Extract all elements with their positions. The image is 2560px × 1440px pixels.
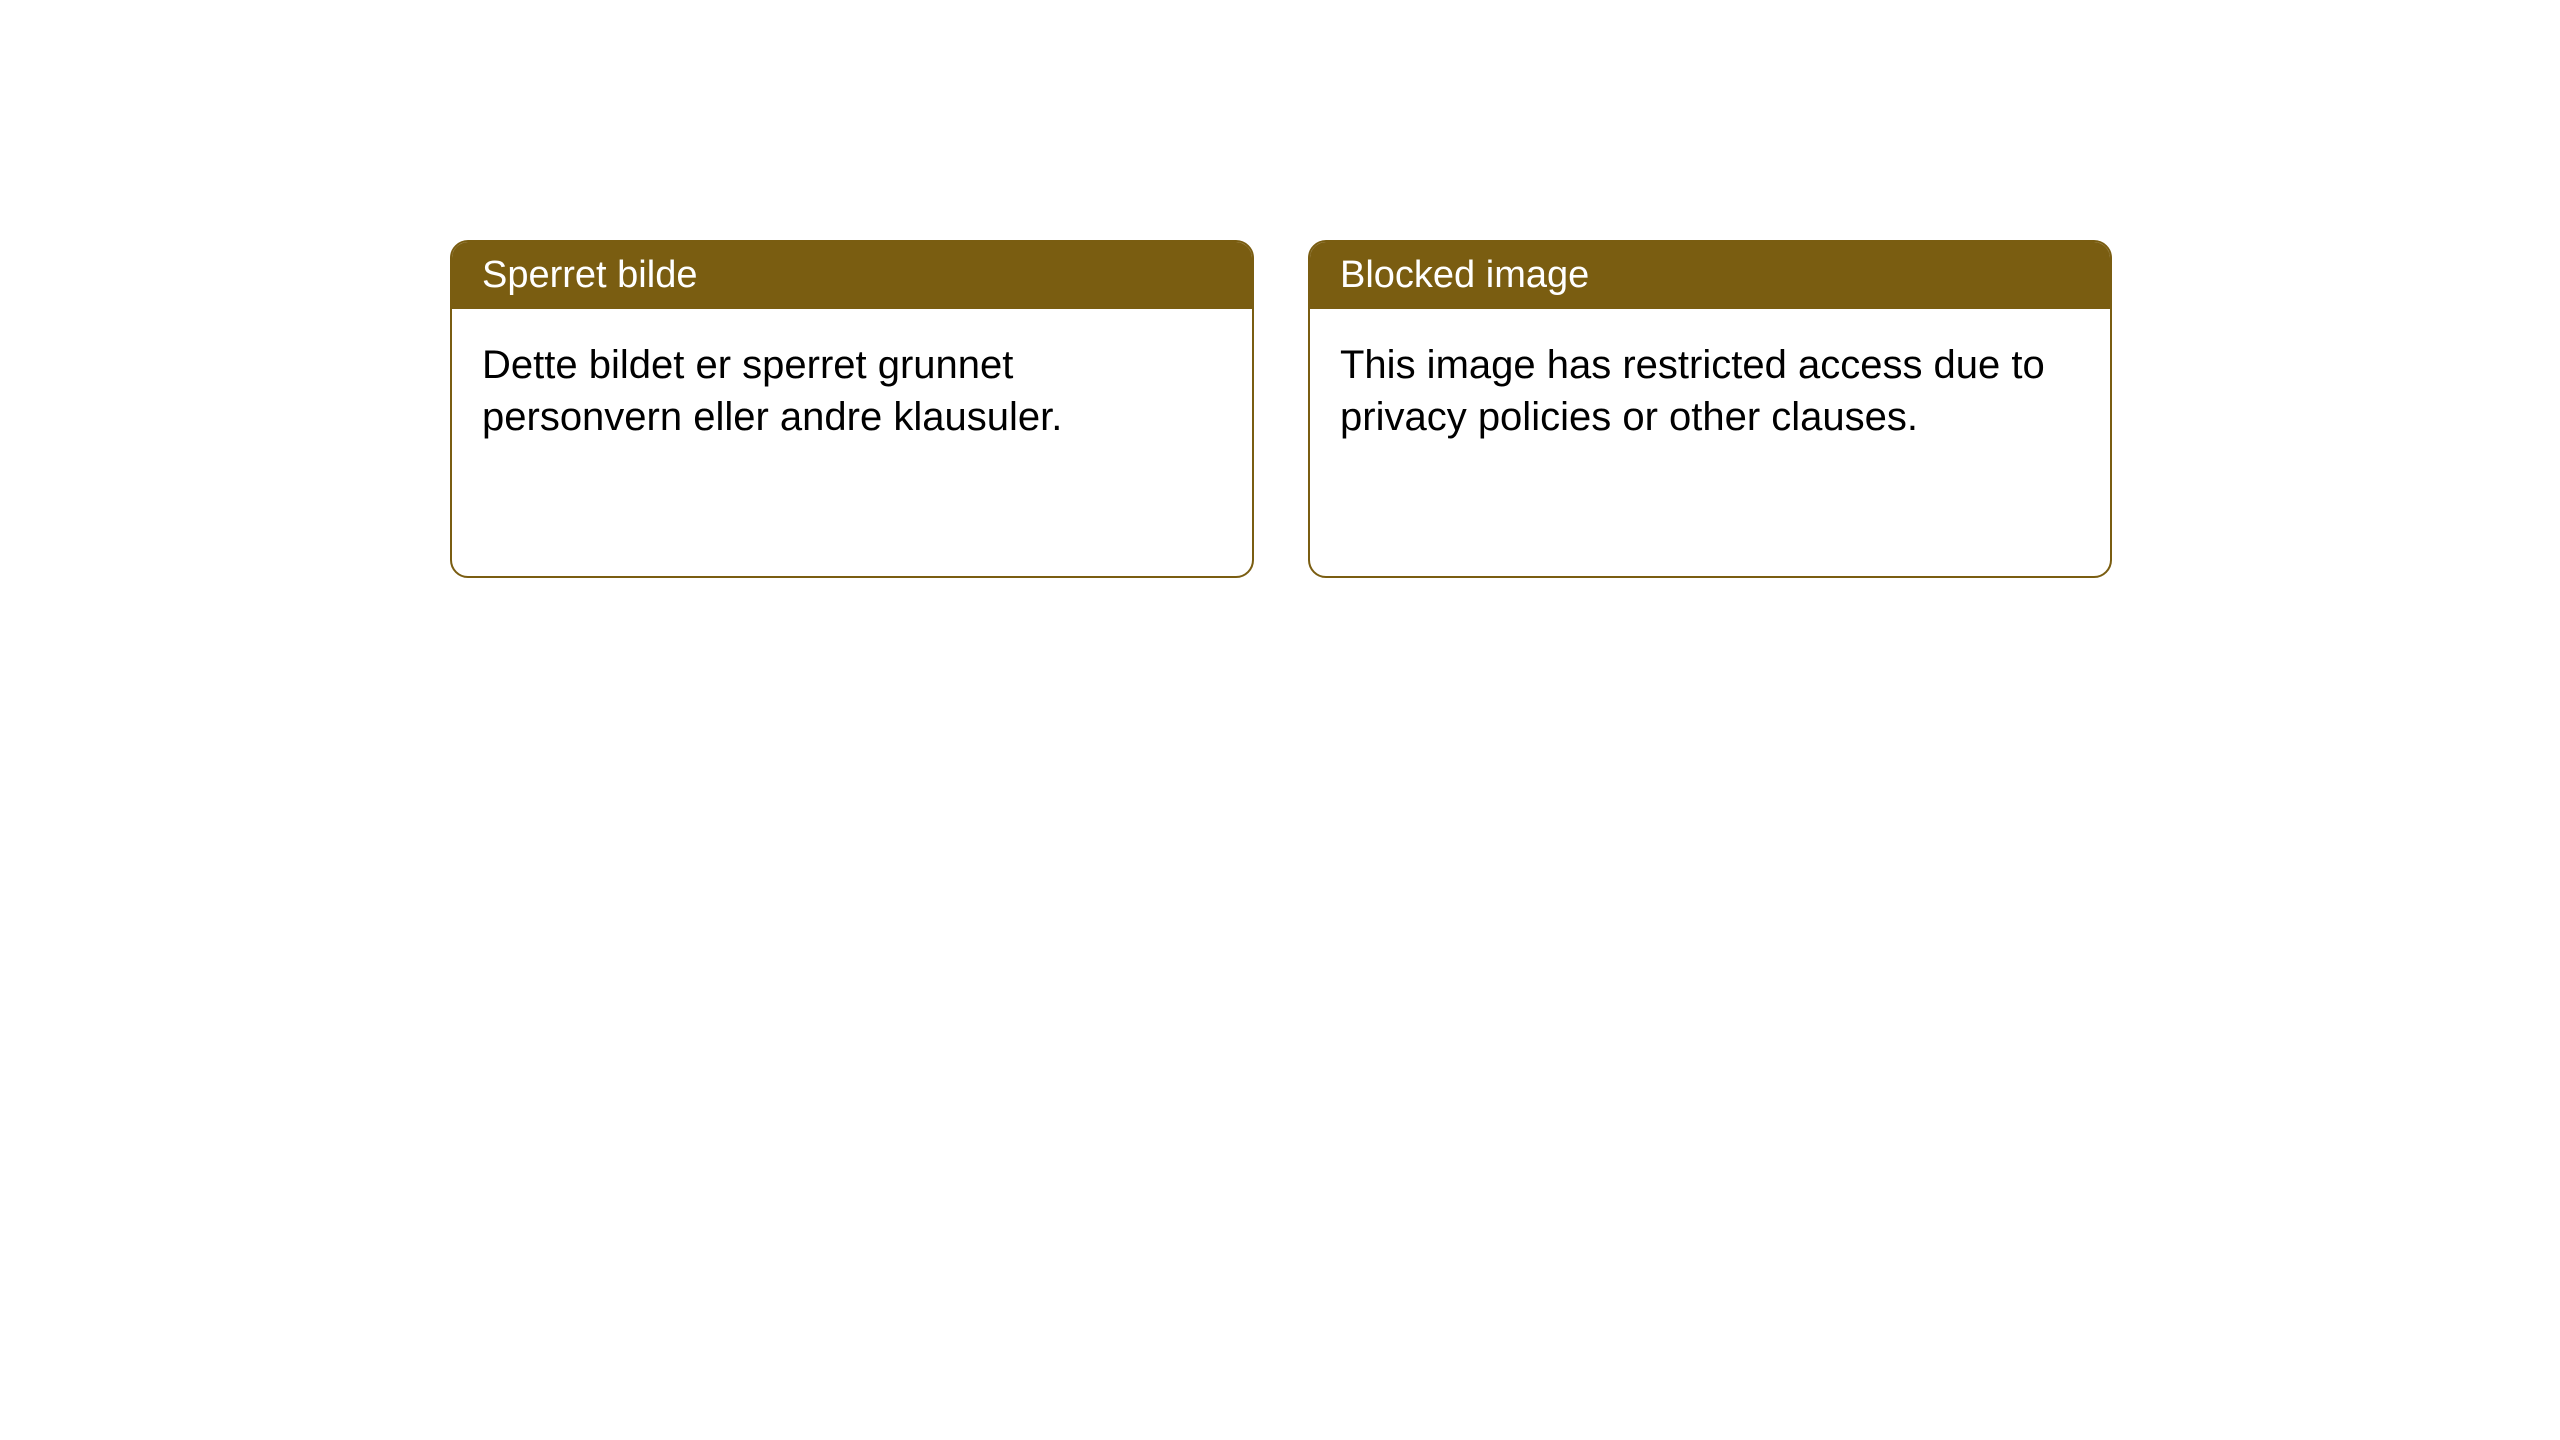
notice-message: This image has restricted access due to …: [1340, 343, 2045, 439]
notice-message: Dette bildet er sperret grunnet personve…: [482, 343, 1062, 439]
notice-title: Blocked image: [1340, 254, 1589, 296]
notice-card-norwegian: Sperret bilde Dette bildet er sperret gr…: [450, 240, 1254, 578]
notice-container: Sperret bilde Dette bildet er sperret gr…: [0, 0, 2560, 578]
notice-card-english: Blocked image This image has restricted …: [1308, 240, 2112, 578]
notice-header: Sperret bilde: [452, 242, 1252, 309]
notice-body: This image has restricted access due to …: [1310, 309, 2110, 473]
notice-body: Dette bildet er sperret grunnet personve…: [452, 309, 1252, 473]
notice-header: Blocked image: [1310, 242, 2110, 309]
notice-title: Sperret bilde: [482, 254, 697, 296]
